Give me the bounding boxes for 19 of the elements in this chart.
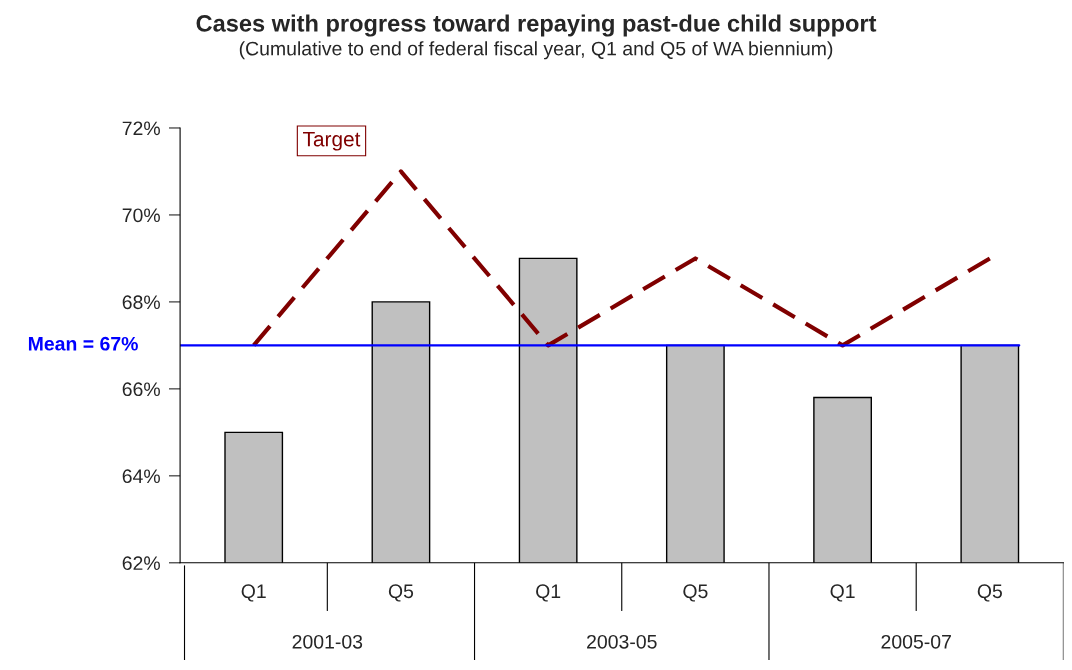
y-tick-label: 70% xyxy=(122,208,160,223)
text: 2003-05 xyxy=(587,634,657,649)
text: 2001-03 xyxy=(292,634,363,649)
y-tick-label: 64% xyxy=(122,469,160,484)
x-tick-label: Q5 xyxy=(977,584,1002,602)
chart-subtitle: (Cumulative to end of federal fiscal year, Q1 and Q5 of WA biennium) xyxy=(239,41,833,60)
y-tick-label: 68% xyxy=(122,295,160,310)
y-tick-label: 66% xyxy=(122,382,160,397)
x-tick-label: Q5 xyxy=(683,584,708,602)
x-tick-label: Q5 xyxy=(388,584,414,602)
chart-title: Cases with progress toward repaying past-due child support xyxy=(196,14,877,37)
x-tick-label: Q1 xyxy=(536,584,561,602)
x-tick-label: Q1 xyxy=(830,584,855,602)
y-tick-label: 62% xyxy=(122,556,160,571)
text: Target xyxy=(303,131,361,151)
y-tick-label: 72% xyxy=(122,121,160,136)
text: 2005-07 xyxy=(881,634,951,649)
ref-line-label: Mean = 67% xyxy=(28,336,138,351)
x-tick-label: Q1 xyxy=(241,584,266,602)
